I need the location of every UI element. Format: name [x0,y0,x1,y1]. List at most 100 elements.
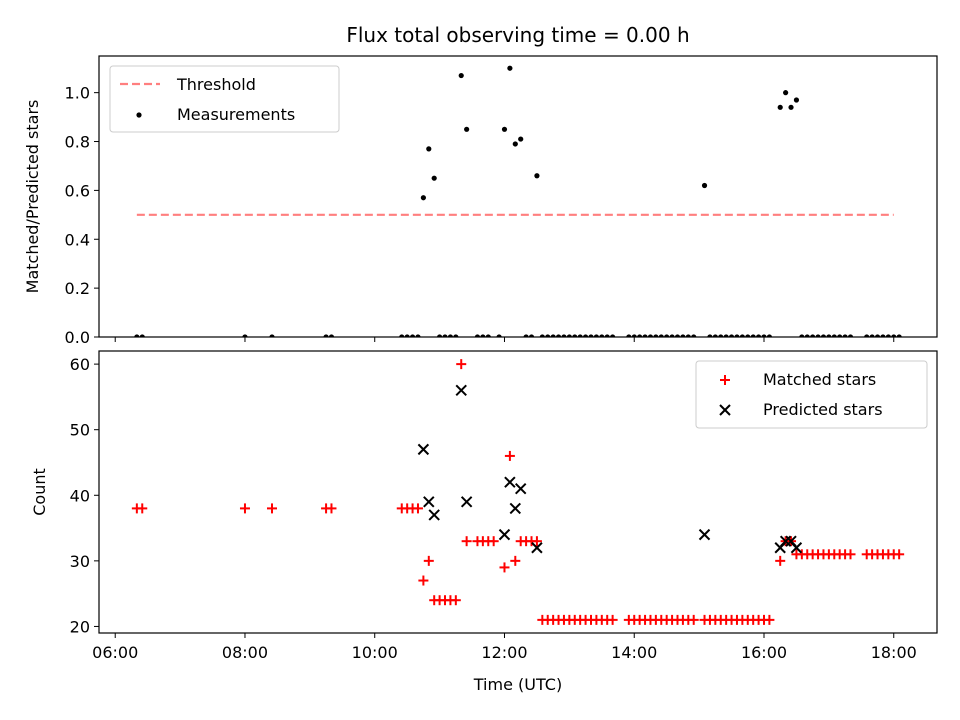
legend-predicted-label: Predicted stars [763,400,883,419]
measurement-point [885,334,891,337]
measurement-point [820,334,827,337]
legend-predicted-swatch [719,404,731,416]
measurement-point [788,104,794,110]
predicted-star-marker [460,496,473,508]
matched-star-marker [775,555,786,566]
predicted-star-marker [423,496,435,508]
legend-measurements-swatch [136,112,142,118]
x-tick-label: 18:00 [871,643,917,662]
measurement-point [512,141,518,147]
predicted-star-marker [698,528,711,541]
legend-box [695,360,928,429]
measurement-point [328,334,335,337]
measurement-point [458,72,464,79]
measurement-point [523,334,529,337]
measurement-point [637,334,643,337]
y-tick-label: 40 [70,486,90,505]
matched-star-marker [418,575,429,586]
measurement-point [826,334,832,337]
legend-box [109,65,340,133]
measurement-point [745,334,751,337]
measurement-point [139,334,145,337]
matched-star-marker [688,614,699,625]
measurement-point [680,334,686,337]
measurement-point [642,334,648,337]
measurement-point [447,334,454,337]
measurement-point [323,334,329,337]
matched-star-marker [456,359,467,370]
measurement-point [134,334,140,337]
measurement-point [804,334,810,337]
measurement-point [783,90,789,96]
legend-measurements-label: Measurements [177,105,295,124]
measurement-point [555,334,562,337]
predicted-star-marker [417,443,430,456]
measurement-point [815,334,821,337]
measurement-point [864,334,870,337]
x-tick-label: 08:00 [222,643,268,662]
matched-star-marker [894,549,905,560]
measurement-point [528,334,535,337]
measurement-point [766,334,772,337]
matched-star-marker [845,549,856,560]
matched-star-marker [423,555,434,566]
measurement-point [593,334,599,337]
matched-star-marker [488,536,499,547]
measurement-point [604,334,610,337]
axes-frame [98,55,938,338]
y-axis-label: Matched/Predicted stars [23,100,42,294]
matched-star-marker [510,555,521,566]
measurement-point [485,334,491,337]
measurement-point [599,334,605,337]
measurement-point [545,334,551,337]
measurement-point [242,334,248,337]
measurement-point [810,334,816,337]
measurement-point [734,334,740,337]
legend: Matched stars Predicted stars [695,360,928,429]
measurement-point [674,334,681,337]
measurement-point [572,334,578,337]
measurement-point [404,334,410,337]
measurement-point [534,173,540,179]
measurement-point [437,334,443,337]
measurement-point [669,334,675,337]
measurement-point [874,334,881,337]
measurement-point [577,334,583,337]
measurement-point [728,334,735,337]
measurement-point [582,334,589,337]
y-tick-label: 30 [70,552,90,571]
y-tick-label: 0.6 [65,181,90,200]
measurement-point [415,334,421,337]
measurement-point [718,334,724,337]
measurement-point [739,334,745,337]
measurement-point [750,334,756,337]
measurement-point [880,334,886,337]
measurement-point [496,334,502,337]
bottom-subplot: 06:00 08:00 10:00 12:00 14:00 16:00 18:00 20 30 4… [70,350,938,662]
measurement-point [442,334,448,337]
y-axis-label: Count [30,468,49,516]
x-tick-label: 06:00 [92,643,138,662]
measurement-point [626,334,632,337]
chart-text: Matched/Predicted stars Count Flux total o… [23,23,690,694]
measurement-point [755,334,762,337]
measurement-point [701,182,708,189]
measurement-point [891,334,897,337]
matched-star-marker [239,503,250,514]
x-tick-label: 16:00 [741,643,787,662]
measurement-point [712,334,718,337]
measurement-point [566,334,572,337]
predicted-star-marker [455,384,467,397]
measurement-point [842,334,848,337]
predicted-star-marker [514,483,527,495]
matched-star-marker [450,595,461,606]
predicted-star-marker [531,542,543,554]
matched-star-marker [412,503,423,514]
measurement-point [691,334,697,337]
top-subplot: 0.0 0.2 0.4 0.6 0.8 1.0 Threshold Measurements [65,55,938,347]
measurement-point [685,334,691,337]
measurement-point [588,334,594,337]
measurement-point [269,334,275,337]
measurement-point [723,334,729,337]
predicted-star-marker [504,476,516,488]
